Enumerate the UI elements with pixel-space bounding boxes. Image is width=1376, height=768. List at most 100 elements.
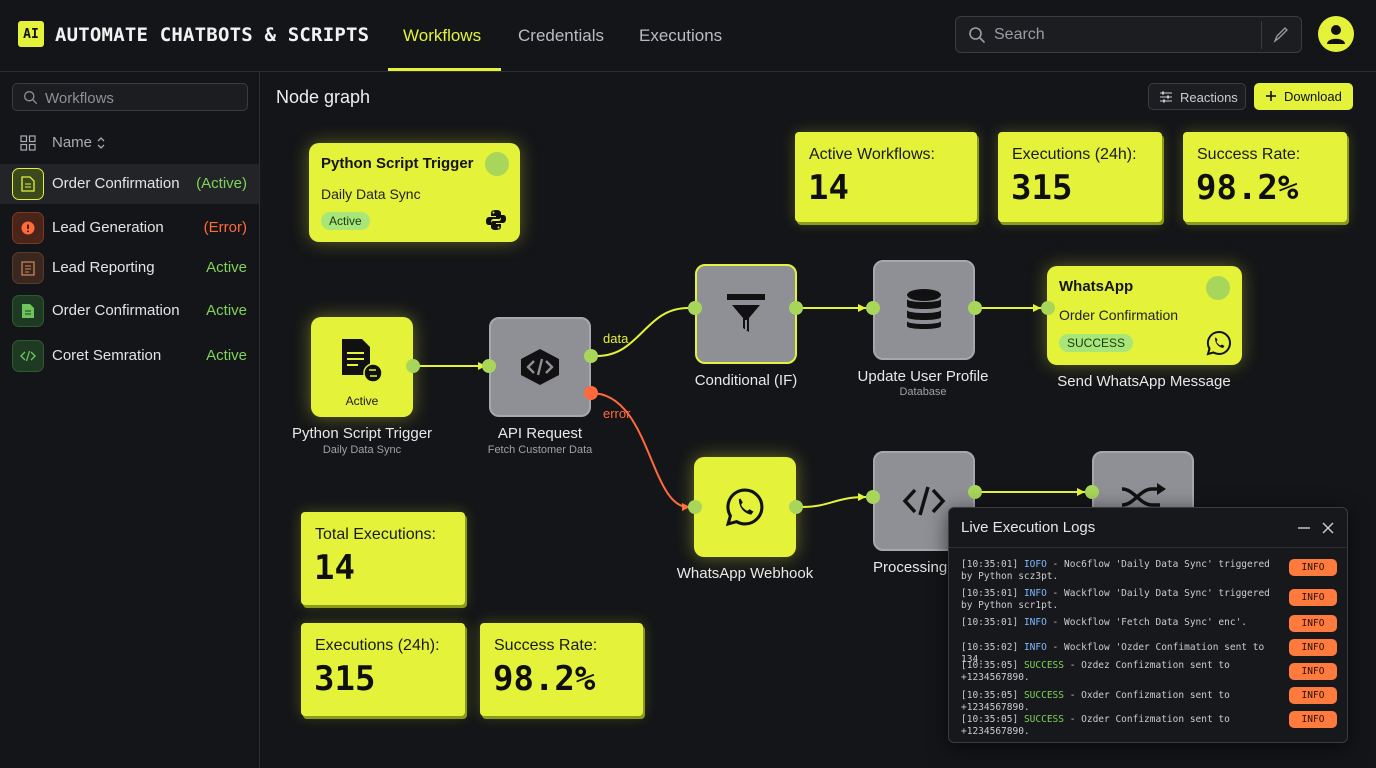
stat-value: 98.2%	[1196, 168, 1299, 208]
card-title: Python Script Trigger	[321, 155, 474, 172]
sidebar-item-coret-semration[interactable]: Coret Semration Active	[0, 336, 259, 376]
tab-executions[interactable]: Executions	[639, 26, 723, 45]
trigger-card[interactable]: Python Script Trigger Daily Data Sync Ac…	[309, 143, 520, 242]
plus-icon	[1266, 91, 1276, 101]
download-button[interactable]: Download	[1254, 83, 1353, 110]
stat-label: Success Rate:	[494, 637, 598, 654]
log-entry: [10:35:01] IOFO - Noc6flow 'Daily Data S…	[961, 559, 1270, 582]
stat-total-executions: Total Executions: 14	[301, 512, 465, 605]
active-tab-indicator	[388, 68, 501, 71]
edge-arrow	[858, 304, 866, 312]
node-conditional[interactable]	[695, 264, 797, 364]
page-title: Node graph	[276, 87, 371, 107]
name-column-header[interactable]: Name	[52, 134, 93, 151]
edge-webhook-processing	[801, 496, 867, 508]
node-label: Processing	[873, 559, 948, 576]
edit-icon[interactable]	[1272, 26, 1290, 44]
output-port[interactable]	[968, 301, 982, 315]
stat-value: 98.2%	[493, 659, 596, 699]
report-icon	[12, 252, 44, 284]
input-port[interactable]	[688, 301, 702, 315]
sidebar-item-order-confirmation-2[interactable]: Order Confirmation Active	[0, 291, 259, 331]
filter-icon	[727, 294, 765, 332]
node-label: Update User Profile	[857, 368, 989, 385]
input-port[interactable]	[1041, 301, 1055, 315]
stat-value: 315	[1011, 168, 1073, 208]
edge-label-data: data	[603, 331, 629, 346]
grid-icon[interactable]	[20, 135, 36, 151]
workflow-search-input[interactable]: Workflows	[45, 90, 114, 107]
input-port[interactable]	[482, 359, 496, 373]
edge-api-conditional	[596, 307, 689, 357]
node-update-user-profile[interactable]	[873, 260, 975, 360]
output-port-error[interactable]	[584, 386, 598, 400]
stat-value: 315	[314, 659, 376, 699]
stat-label: Total Executions:	[315, 526, 436, 543]
input-port[interactable]	[866, 490, 880, 504]
log-entry: [10:35:05] SUCCESS - Ozder Confizmation …	[961, 714, 1230, 737]
log-level-badge: INFO	[1289, 663, 1337, 680]
reactions-button[interactable]: Reactions	[1148, 83, 1246, 110]
document-icon	[12, 295, 44, 327]
node-api-request[interactable]	[489, 317, 591, 417]
stat-success-rate: Success Rate: 98.2%	[480, 623, 643, 716]
node-sublabel: Daily Data Sync	[322, 444, 402, 456]
sidebar-item-lead-generation[interactable]: Lead Generation (Error)	[0, 208, 259, 248]
reactions-label: Reactions	[1180, 90, 1238, 105]
global-search[interactable]: Search	[955, 16, 1302, 53]
search-divider	[1261, 21, 1262, 49]
sidebar-item-order-confirmation[interactable]: Order Confirmation (Active)	[0, 164, 259, 204]
node-sublabel: Fetch Customer Data	[487, 444, 593, 456]
edge-arrow	[1077, 488, 1085, 496]
whatsapp-icon	[725, 488, 764, 527]
log-level-badge: INFO	[1289, 687, 1337, 704]
workflow-search[interactable]: Workflows	[12, 83, 248, 111]
output-port[interactable]	[406, 359, 420, 373]
edge-arrow	[682, 503, 690, 511]
whatsapp-icon	[1206, 330, 1231, 356]
close-icon[interactable]	[1321, 521, 1335, 535]
status-badge: (Error)	[203, 219, 247, 236]
status-badge: (Active)	[196, 175, 247, 192]
sidebar-item-label: Lead Reporting	[52, 259, 155, 276]
sliders-icon	[1160, 91, 1172, 103]
node-label: Conditional (IF)	[694, 372, 798, 389]
output-port[interactable]	[968, 485, 982, 499]
output-port-data[interactable]	[584, 349, 598, 363]
node-python-trigger[interactable]: Active	[311, 317, 413, 417]
tab-credentials[interactable]: Credentials	[518, 26, 604, 45]
node-whatsapp-webhook[interactable]	[694, 457, 796, 557]
node-label: Send WhatsApp Message	[1057, 373, 1231, 390]
node-status: Active	[345, 394, 379, 408]
search-icon	[24, 91, 37, 104]
document-icon	[12, 168, 44, 200]
sort-icon[interactable]	[96, 136, 106, 150]
stat-label: Executions (24h):	[1012, 146, 1137, 163]
stat-active-workflows: Active Workflows: 14	[795, 132, 977, 222]
panel-divider	[949, 547, 1347, 548]
tab-workflows[interactable]: Workflows	[403, 26, 482, 45]
top-header: AI AUTOMATE CHATBOTS & SCRIPTS Workflows…	[0, 0, 1376, 72]
status-badge: Active	[206, 259, 247, 276]
output-port[interactable]	[789, 301, 803, 315]
edge-arrow	[1033, 304, 1041, 312]
stat-label: Executions (24h):	[315, 637, 440, 654]
minimize-icon[interactable]	[1297, 521, 1311, 535]
sidebar-item-label: Order Confirmation	[52, 302, 180, 319]
log-level-badge: INFO	[1289, 559, 1337, 576]
input-port[interactable]	[866, 301, 880, 315]
stat-value: 14	[808, 168, 849, 208]
app-logo: AI	[18, 21, 44, 47]
node-sublabel: Database	[899, 386, 947, 398]
edge-api-webhook-error	[590, 392, 689, 508]
input-port[interactable]	[1085, 485, 1099, 499]
search-input[interactable]: Search	[994, 26, 1045, 43]
user-avatar[interactable]	[1318, 16, 1354, 52]
user-icon	[1327, 25, 1345, 44]
output-port[interactable]	[789, 500, 803, 514]
input-port[interactable]	[688, 500, 702, 514]
sidebar-item-lead-reporting[interactable]: Lead Reporting Active	[0, 248, 259, 288]
whatsapp-card[interactable]: WhatsApp Order Confirmation SUCCESS	[1047, 266, 1242, 365]
error-icon	[12, 212, 44, 244]
